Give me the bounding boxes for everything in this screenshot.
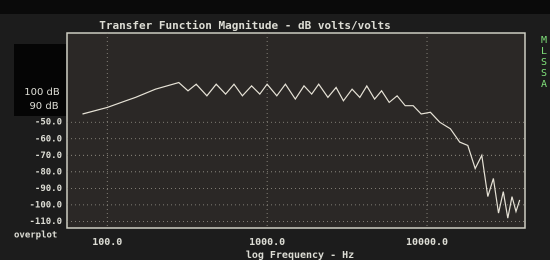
y-tick-label: -100.0: [29, 200, 62, 210]
x-tick-label: 1000.0: [249, 237, 285, 248]
bezel: [0, 0, 550, 14]
chart-title: Transfer Function Magnitude - dB volts/v…: [99, 19, 390, 32]
y-tick-label: -60.0: [35, 134, 62, 144]
annotation: 90 dB: [29, 101, 58, 112]
y-tick-label: -80.0: [35, 167, 62, 177]
side-label: S: [541, 68, 547, 79]
corner-label: overplot: [14, 231, 57, 241]
side-label: S: [541, 57, 547, 68]
x-tick-label: 10000.0: [406, 237, 448, 248]
x-axis-label: log Frequency - Hz: [246, 250, 354, 260]
plot-frame: [67, 33, 525, 228]
side-label: A: [541, 79, 547, 90]
y-tick-label: -50.0: [35, 118, 62, 128]
chart: Transfer Function Magnitude - dB volts/v…: [0, 0, 550, 260]
x-tick-label: 100.0: [92, 237, 122, 248]
annotation: 100 dB: [24, 87, 60, 98]
side-label: M: [541, 35, 547, 46]
y-tick-label: -90.0: [35, 184, 62, 194]
side-label: L: [541, 46, 547, 57]
y-tick-label: -110.0: [29, 217, 62, 227]
y-tick-label: -70.0: [35, 151, 62, 161]
